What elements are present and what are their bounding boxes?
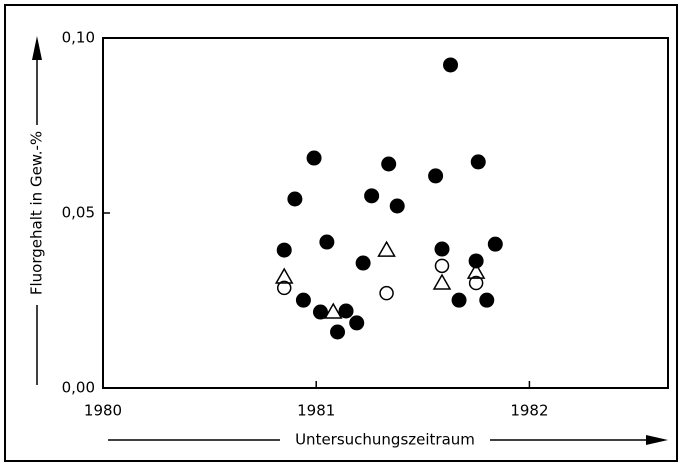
x-tick-label: 1981 — [297, 402, 335, 420]
x-tick-label: 1980 — [84, 402, 122, 420]
y-tick-label: 0,10 — [62, 29, 95, 47]
point — [295, 292, 311, 308]
point — [468, 275, 484, 291]
y-axis-label: Fluorgehalt in Gew.-% — [28, 131, 46, 295]
point — [319, 234, 335, 250]
point — [276, 280, 292, 296]
point — [338, 303, 354, 319]
point — [470, 154, 486, 170]
point — [323, 302, 343, 319]
x-tick-label: 1982 — [510, 402, 548, 420]
point — [349, 315, 365, 331]
point — [389, 198, 405, 214]
point — [479, 292, 495, 308]
y-tick-label: 0,00 — [62, 379, 95, 397]
point — [381, 156, 397, 172]
point — [364, 188, 380, 204]
y-tick-label: 0,05 — [62, 204, 95, 222]
x-axis-label: Untersuchungszeitraum — [295, 431, 475, 449]
point — [451, 292, 467, 308]
point — [487, 236, 503, 252]
point — [312, 304, 328, 320]
point — [428, 168, 444, 184]
frame — [4, 4, 678, 462]
point — [434, 241, 450, 257]
y-arrowhead — [32, 36, 42, 60]
point — [468, 253, 484, 269]
point — [443, 57, 459, 73]
plot-area — [102, 37, 669, 389]
point — [434, 258, 450, 274]
point — [379, 285, 394, 301]
point — [276, 242, 292, 258]
point — [432, 273, 452, 290]
point — [377, 240, 396, 257]
x-arrowhead — [646, 435, 668, 445]
point — [466, 262, 486, 279]
point — [330, 324, 346, 340]
point — [355, 255, 371, 271]
point — [274, 267, 294, 284]
point — [306, 150, 322, 166]
point — [287, 191, 303, 207]
